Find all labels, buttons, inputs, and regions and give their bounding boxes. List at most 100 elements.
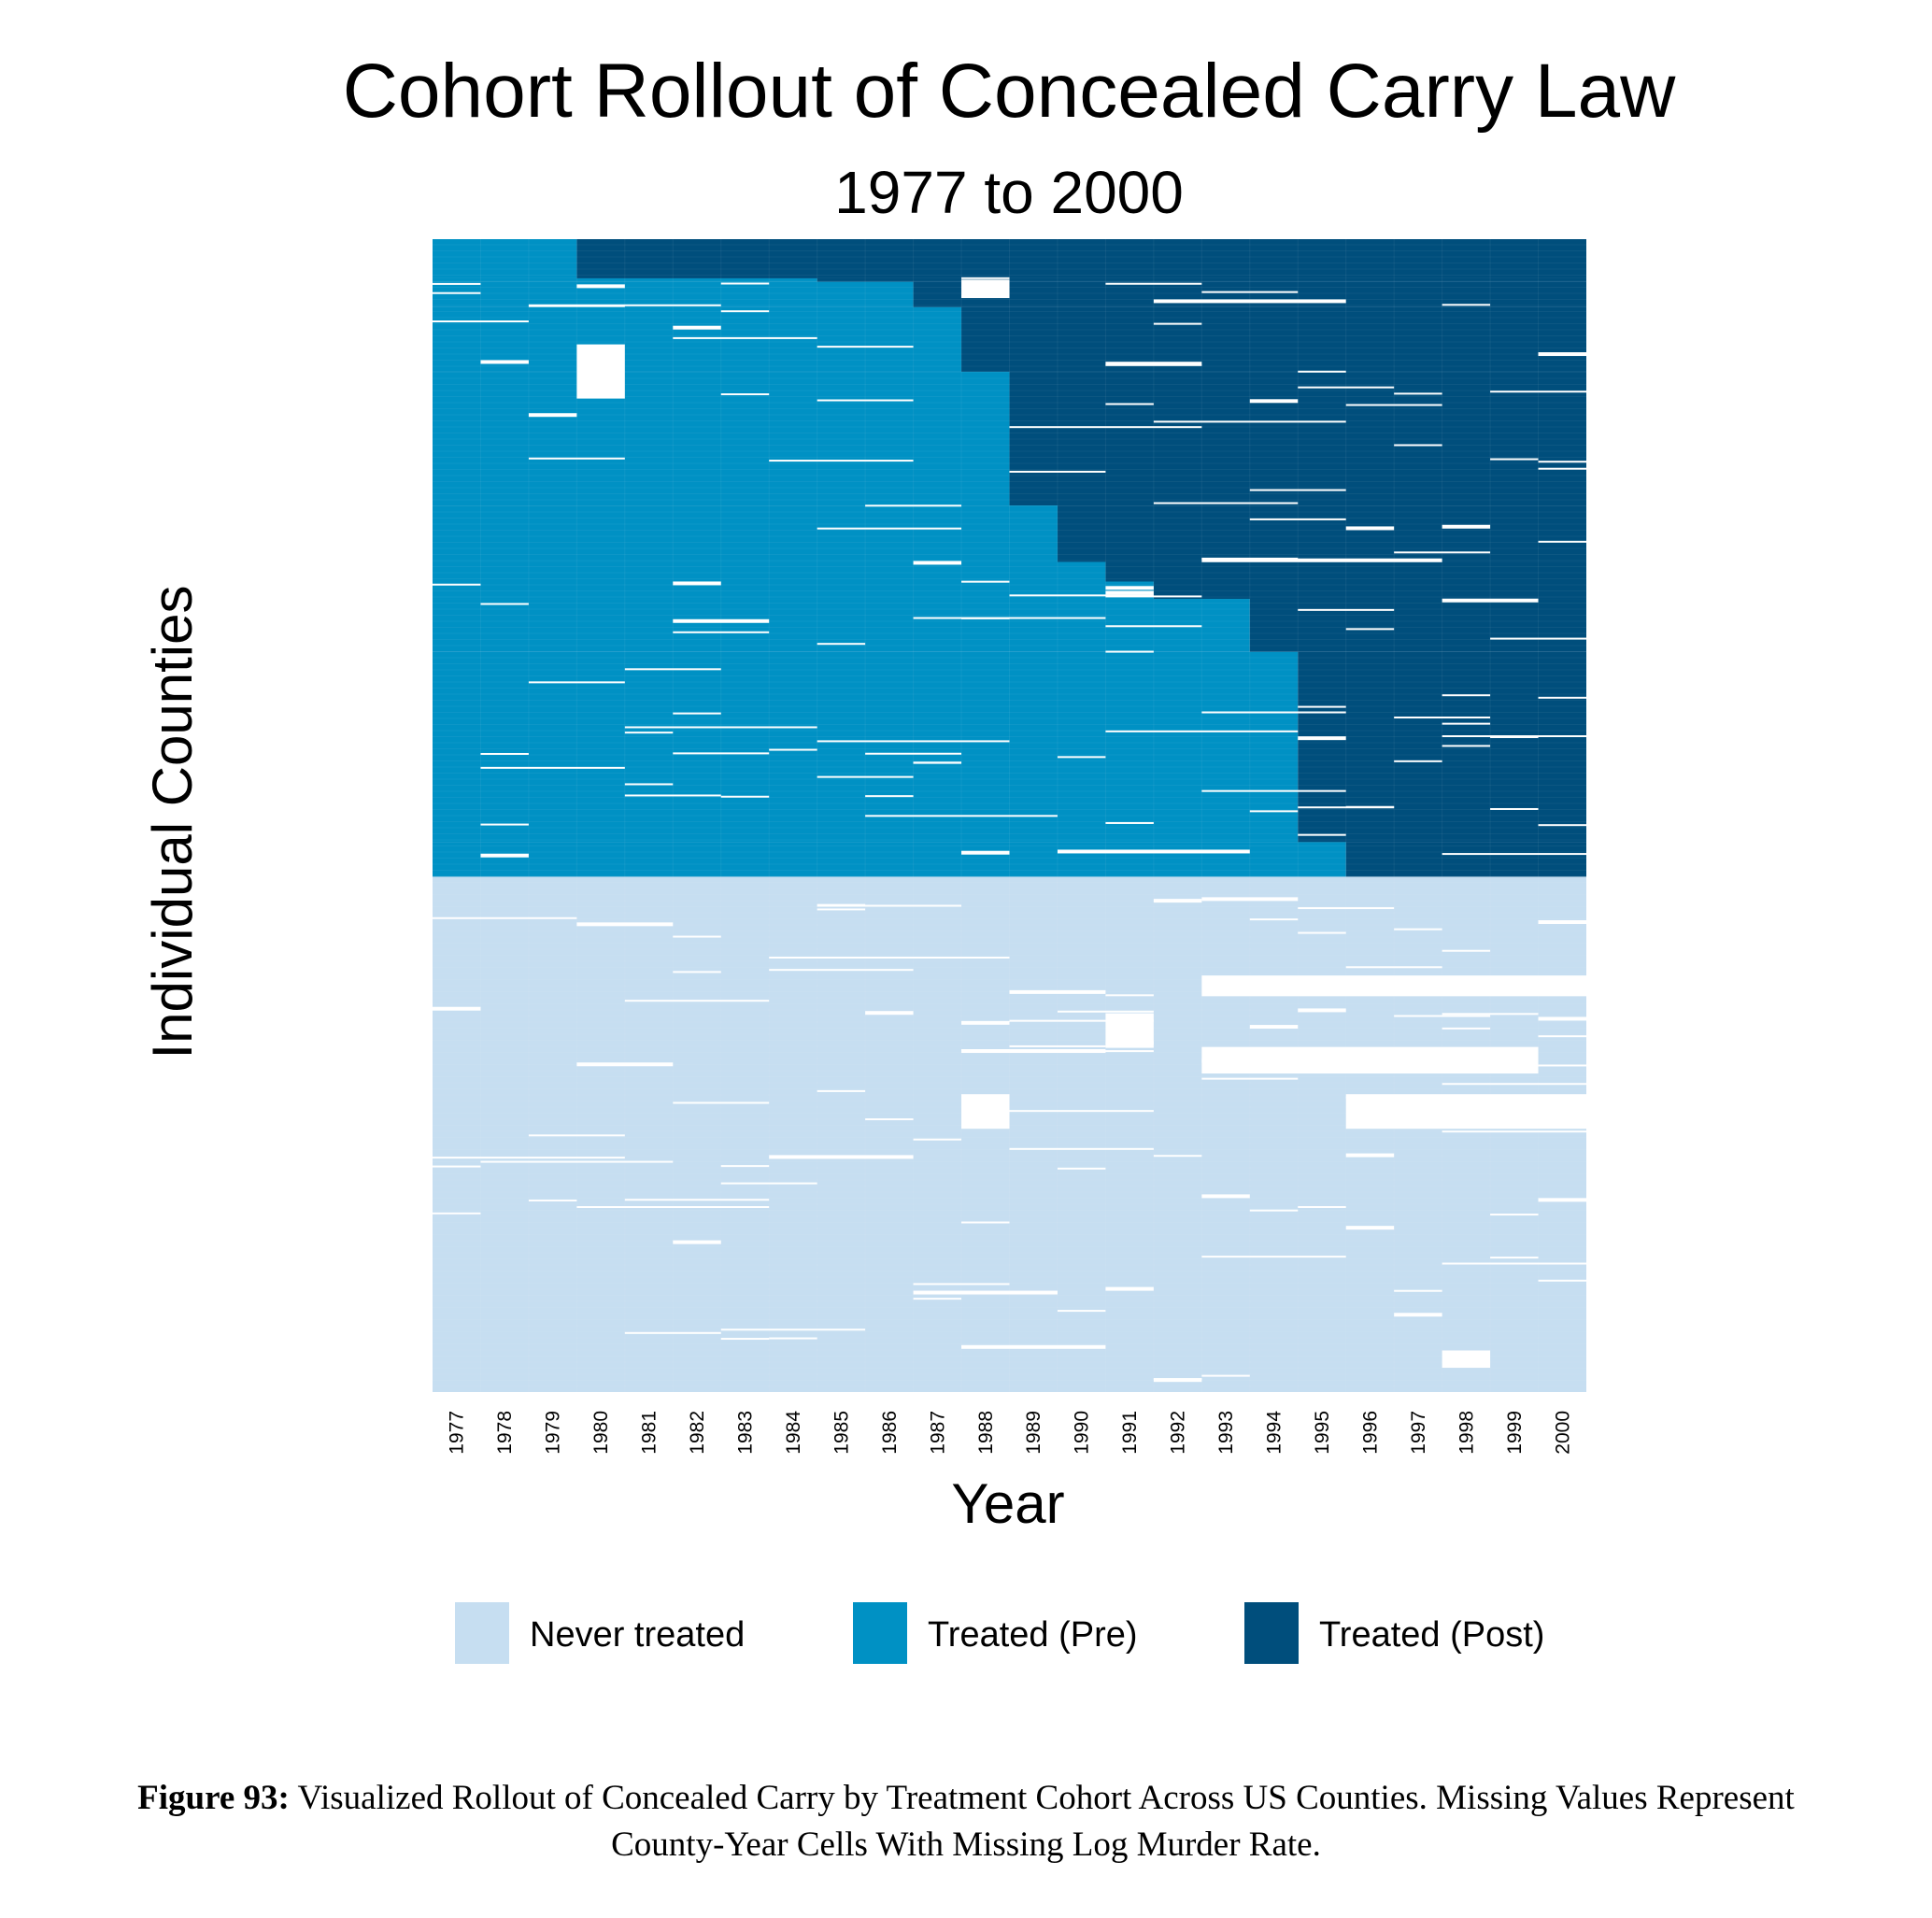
missing-block xyxy=(961,279,1010,299)
x-tick-label: 1977 xyxy=(447,1411,468,1455)
missing-block xyxy=(1201,975,1586,997)
figure-caption: Figure 93: Visualized Rollout of Conceal… xyxy=(93,1775,1839,1868)
missing-cell xyxy=(1201,711,1346,714)
missing-cell xyxy=(624,726,817,729)
missing-cell xyxy=(1538,540,1586,543)
legend-label: Never treated xyxy=(530,1615,745,1655)
missing-cell xyxy=(1153,299,1346,304)
missing-cell xyxy=(1057,849,1250,854)
missing-cell xyxy=(1009,1044,1106,1047)
cohort-band-1990 xyxy=(433,505,1586,562)
missing-cell xyxy=(1490,391,1586,393)
chart-subtitle: 1977 to 2000 xyxy=(834,159,1184,226)
missing-cell xyxy=(673,712,721,715)
cohort-post-period xyxy=(1153,581,1586,600)
missing-cell xyxy=(1105,595,1202,598)
cohort-pre-period xyxy=(433,239,577,278)
missing-cell xyxy=(1345,966,1442,969)
missing-cell xyxy=(1105,362,1202,366)
cohort-post-period xyxy=(576,239,1586,278)
missing-cell xyxy=(624,668,721,671)
missing-cell xyxy=(624,1331,721,1334)
cohort-post-period xyxy=(1345,842,1586,877)
missing-cell xyxy=(480,360,529,364)
missing-cell xyxy=(1442,949,1491,952)
missing-cell xyxy=(865,795,914,798)
missing-cell xyxy=(528,413,577,418)
missing-cell xyxy=(1394,716,1491,718)
x-tick-label: 1981 xyxy=(639,1411,661,1455)
missing-cell xyxy=(1490,637,1586,640)
missing-cell xyxy=(1298,931,1346,934)
missing-cell xyxy=(1442,745,1491,747)
missing-cell xyxy=(480,766,625,769)
missing-cell xyxy=(673,631,770,633)
missing-cell xyxy=(1538,352,1586,357)
legend-item: Treated (Post) xyxy=(1244,1602,1544,1664)
legend-swatch xyxy=(1244,1602,1299,1664)
missing-cell xyxy=(817,1089,866,1092)
x-tick-label: 1999 xyxy=(1504,1411,1526,1455)
x-tick-label: 1985 xyxy=(831,1411,852,1455)
missing-cell xyxy=(865,815,1058,817)
heatmap xyxy=(433,239,1586,1392)
missing-cell xyxy=(1057,756,1106,759)
missing-block xyxy=(1345,1094,1586,1129)
missing-cell xyxy=(673,752,770,755)
missing-cell xyxy=(1249,1025,1299,1030)
cohort-pre-period xyxy=(433,281,914,307)
missing-cell xyxy=(1249,918,1299,921)
missing-cell xyxy=(480,823,529,826)
missing-cell xyxy=(673,325,721,330)
missing-cell xyxy=(1538,467,1586,470)
x-tick-label: 1997 xyxy=(1408,1411,1429,1455)
x-tick-label: 1996 xyxy=(1359,1411,1381,1455)
missing-cell xyxy=(720,1338,770,1341)
missing-cell xyxy=(1249,810,1299,813)
missing-cell xyxy=(1153,1378,1202,1383)
missing-cell xyxy=(913,561,962,565)
missing-cell xyxy=(769,1155,914,1159)
missing-cell xyxy=(528,1200,577,1202)
missing-cell xyxy=(1394,1289,1442,1292)
missing-cell xyxy=(961,1049,1106,1054)
missing-cell xyxy=(1057,1167,1106,1170)
missing-cell xyxy=(1009,1110,1154,1113)
missing-cell xyxy=(480,603,529,605)
missing-cell xyxy=(1538,1198,1586,1202)
y-axis-title: Individual Counties xyxy=(141,586,204,1059)
missing-cell xyxy=(1442,1262,1586,1265)
cohort-band-1985 xyxy=(433,277,1586,282)
missing-cell xyxy=(673,1240,721,1244)
missing-cell xyxy=(817,399,914,402)
missing-cell xyxy=(817,527,962,530)
x-tick-label: 1990 xyxy=(1072,1411,1093,1455)
missing-cell xyxy=(1201,1256,1346,1258)
missing-cell xyxy=(1153,899,1202,903)
cohort-post-period xyxy=(1057,505,1586,562)
missing-cell xyxy=(1394,928,1442,931)
missing-cell xyxy=(961,1221,1010,1224)
missing-cell xyxy=(528,457,625,460)
missing-cell xyxy=(1298,736,1346,741)
missing-cell xyxy=(1298,1205,1346,1208)
missing-cell xyxy=(817,775,914,778)
cohort-pre-period xyxy=(433,505,1058,562)
missing-cell xyxy=(817,643,866,646)
missing-block xyxy=(1201,1046,1539,1074)
missing-cell xyxy=(1538,461,1586,463)
cohort-pre-period xyxy=(433,842,1346,877)
missing-block xyxy=(961,1094,1010,1129)
missing-cell xyxy=(769,748,817,751)
missing-cell xyxy=(1298,1008,1346,1013)
legend-label: Treated (Pre) xyxy=(928,1615,1138,1655)
missing-cell xyxy=(1538,696,1586,699)
missing-cell xyxy=(1105,403,1154,405)
missing-cell xyxy=(961,617,1010,619)
cohort-pre-period xyxy=(433,277,817,282)
missing-cell xyxy=(1442,1130,1586,1133)
missing-cell xyxy=(1201,291,1299,293)
missing-cell xyxy=(1009,1147,1154,1150)
missing-cell xyxy=(1394,551,1491,554)
